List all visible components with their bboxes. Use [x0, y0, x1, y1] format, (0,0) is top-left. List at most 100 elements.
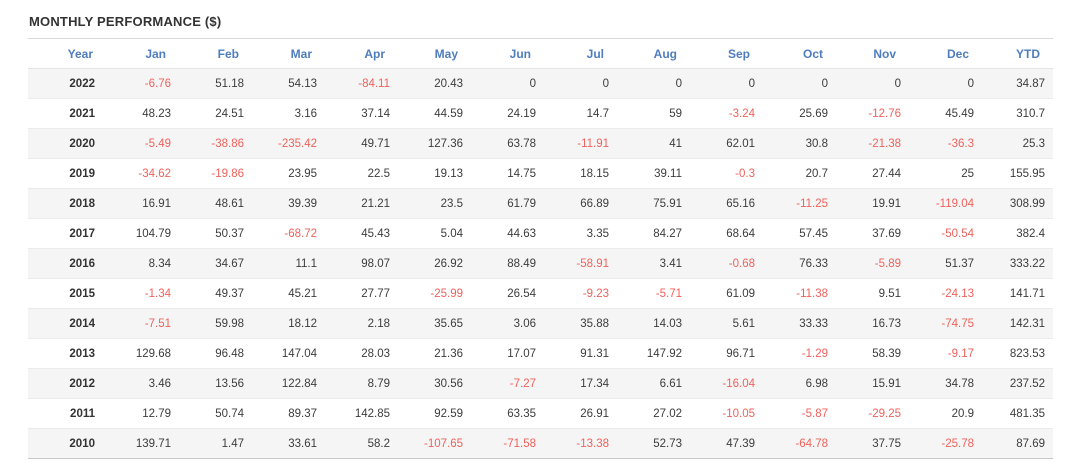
- value-cell-2016-jul: -58.91: [576, 257, 609, 270]
- value-cell-2010-aug: 52.73: [653, 437, 682, 450]
- value-cell-2022-jun: 0: [529, 77, 536, 90]
- value-cell-2018-mar: 39.39: [288, 197, 317, 210]
- value-cell-2011-jan: 12.79: [142, 407, 171, 420]
- value-cell-2013-may: 21.36: [434, 347, 463, 360]
- value-cell-2021-mar: 3.16: [294, 107, 317, 120]
- value-cell-2021-oct: 25.69: [799, 107, 828, 120]
- value-cell-2010-ytd: 87.69: [1016, 437, 1045, 450]
- table-row-2018: 2018 16.91 48.61 39.39 21.21 23.5 61.79 66.89 75…: [28, 188, 1053, 219]
- year-cell-2020: 2020: [69, 137, 95, 150]
- value-cell-2022-oct: 0: [821, 77, 828, 90]
- value-cell-2013-aug: 147.92: [646, 347, 682, 360]
- year-cell-2014: 2014: [69, 317, 95, 330]
- value-cell-2014-aug: 14.03: [653, 317, 682, 330]
- table-row-2010: 2010 139.71 1.47 33.61 58.2 -107.65 -71.58 -13.…: [28, 428, 1053, 459]
- column-header-may: May: [398, 38, 471, 69]
- value-cell-2020-oct: 30.8: [805, 137, 828, 150]
- value-cell-2022-dec: 0: [967, 77, 974, 90]
- value-cell-2017-dec: -50.54: [941, 227, 974, 240]
- year-cell-2016: 2016: [69, 257, 95, 270]
- value-cell-2014-dec: -74.75: [941, 317, 974, 330]
- year-cell-2017: 2017: [69, 227, 95, 240]
- value-cell-2016-oct: 76.33: [799, 257, 828, 270]
- value-cell-2011-ytd: 481.35: [1009, 407, 1045, 420]
- column-header-apr: Apr: [325, 38, 398, 69]
- value-cell-2017-oct: 57.45: [799, 227, 828, 240]
- table-row-2013: 2013 129.68 96.48 147.04 28.03 21.36 17.07 91.3…: [28, 338, 1053, 369]
- table-head: Year Jan Feb Mar Apr May Jun Jul Aug Sep Oct Nov Dec…: [28, 38, 1053, 69]
- value-cell-2017-jan: 104.79: [135, 227, 171, 240]
- value-cell-2015-may: -25.99: [430, 287, 463, 300]
- value-cell-2010-dec: -25.78: [941, 437, 974, 450]
- year-cell-2022: 2022: [69, 77, 95, 90]
- header-row: Year Jan Feb Mar Apr May Jun Jul Aug Sep Oct Nov Dec…: [28, 38, 1053, 69]
- year-cell-2015: 2015: [69, 287, 95, 300]
- value-cell-2018-jan: 16.91: [142, 197, 171, 210]
- year-cell-2010: 2010: [69, 437, 95, 450]
- value-cell-2012-jan: 3.46: [148, 377, 171, 390]
- value-cell-2019-feb: -19.86: [211, 167, 244, 180]
- value-cell-2014-may: 35.65: [434, 317, 463, 330]
- value-cell-2013-mar: 147.04: [281, 347, 317, 360]
- year-cell-2013: 2013: [69, 347, 95, 360]
- value-cell-2020-may: 127.36: [427, 137, 463, 150]
- value-cell-2013-nov: 58.39: [872, 347, 901, 360]
- value-cell-2016-apr: 98.07: [361, 257, 390, 270]
- value-cell-2012-ytd: 237.52: [1009, 377, 1045, 390]
- value-cell-2010-jul: -13.38: [576, 437, 609, 450]
- column-header-jan: Jan: [106, 38, 179, 69]
- value-cell-2018-jul: 66.89: [580, 197, 609, 210]
- value-cell-2016-sep: -0.68: [728, 257, 755, 270]
- value-cell-2014-sep: 5.61: [732, 317, 755, 330]
- value-cell-2016-mar: 11.1: [295, 257, 317, 270]
- value-cell-2014-jul: 35.88: [580, 317, 609, 330]
- page-title: MONTHLY PERFORMANCE ($): [29, 14, 222, 29]
- value-cell-2011-mar: 89.37: [288, 407, 317, 420]
- value-cell-2016-jun: 88.49: [507, 257, 536, 270]
- value-cell-2018-may: 23.5: [440, 197, 463, 210]
- value-cell-2013-ytd: 823.53: [1009, 347, 1045, 360]
- value-cell-2019-jul: 18.15: [580, 167, 609, 180]
- value-cell-2022-sep: 0: [748, 77, 755, 90]
- value-cell-2013-jan: 129.68: [135, 347, 171, 360]
- column-header-ytd: YTD: [982, 38, 1053, 69]
- table-row-2014: 2014 -7.51 59.98 18.12 2.18 35.65 3.06 35.88 14.…: [28, 308, 1053, 339]
- monthly-performance-table: Year Jan Feb Mar Apr May Jun Jul Aug Sep Oct Nov Dec…: [28, 38, 1053, 459]
- value-cell-2015-jun: 26.54: [507, 287, 536, 300]
- value-cell-2022-feb: 51.18: [215, 77, 244, 90]
- value-cell-2019-ytd: 155.95: [1009, 167, 1045, 180]
- value-cell-2011-jun: 63.35: [507, 407, 536, 420]
- value-cell-2020-ytd: 25.3: [1022, 137, 1045, 150]
- value-cell-2014-apr: 2.18: [367, 317, 390, 330]
- value-cell-2021-dec: 45.49: [945, 107, 974, 120]
- value-cell-2013-jul: 91.31: [580, 347, 609, 360]
- value-cell-2010-nov: 37.75: [872, 437, 901, 450]
- value-cell-2019-jan: -34.62: [138, 167, 171, 180]
- value-cell-2013-sep: 96.71: [726, 347, 755, 360]
- value-cell-2021-apr: 37.14: [361, 107, 390, 120]
- value-cell-2021-nov: -12.76: [868, 107, 901, 120]
- value-cell-2015-aug: -5.71: [655, 287, 682, 300]
- value-cell-2017-jun: 44.63: [507, 227, 536, 240]
- value-cell-2013-oct: -1.29: [801, 347, 828, 360]
- value-cell-2012-feb: 13.56: [215, 377, 244, 390]
- value-cell-2018-apr: 21.21: [361, 197, 390, 210]
- value-cell-2012-aug: 6.61: [659, 377, 682, 390]
- value-cell-2016-aug: 3.41: [659, 257, 682, 270]
- value-cell-2018-aug: 75.91: [653, 197, 682, 210]
- value-cell-2013-jun: 17.07: [507, 347, 536, 360]
- table-row-2016: 2016 8.34 34.67 11.1 98.07 26.92 88.49 -58.91 3.…: [28, 248, 1053, 279]
- value-cell-2022-may: 20.43: [434, 77, 463, 90]
- column-header-year: Year: [28, 38, 106, 69]
- value-cell-2016-nov: -5.89: [874, 257, 901, 270]
- value-cell-2010-jun: -71.58: [503, 437, 536, 450]
- value-cell-2012-jun: -7.27: [509, 377, 536, 390]
- value-cell-2016-jan: 8.34: [148, 257, 171, 270]
- value-cell-2015-oct: -11.38: [796, 287, 828, 300]
- value-cell-2015-apr: 27.77: [361, 287, 390, 300]
- value-cell-2016-dec: 51.37: [945, 257, 974, 270]
- column-header-feb: Feb: [179, 38, 252, 69]
- value-cell-2015-nov: 9.51: [878, 287, 901, 300]
- value-cell-2010-oct: -64.78: [795, 437, 828, 450]
- value-cell-2016-ytd: 333.22: [1009, 257, 1045, 270]
